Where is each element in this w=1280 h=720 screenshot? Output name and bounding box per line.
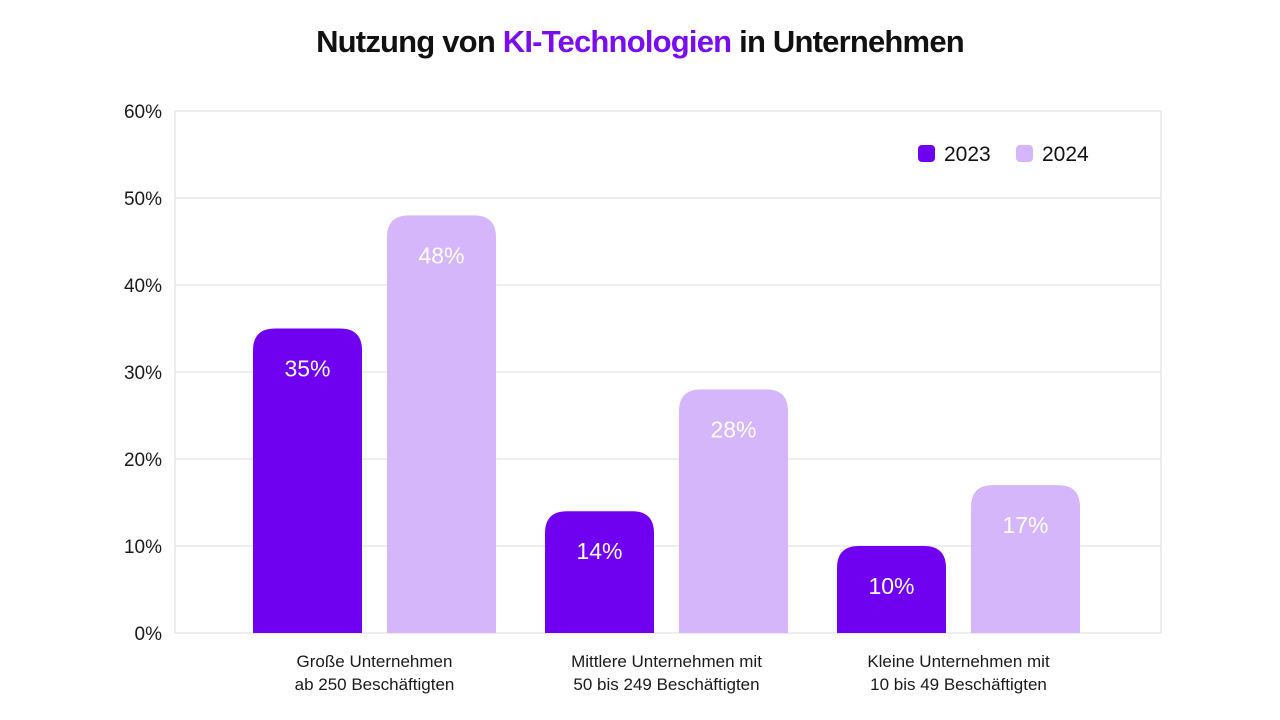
title-suffix: in Unternehmen [731, 24, 965, 59]
bar-2023-2 [837, 546, 946, 633]
legend-swatch-2024 [1016, 145, 1033, 162]
bar-2024-2 [971, 485, 1080, 633]
y-tick-label: 60% [124, 102, 162, 123]
y-tick-label: 0% [135, 624, 163, 645]
title-highlight: KI-Technologien [502, 24, 732, 59]
bar-2023-1 [545, 511, 654, 633]
bar-value-label: 14% [576, 538, 622, 564]
x-category-label: Kleine Unternehmen mit [867, 652, 1050, 671]
y-axis: 0% 10% 20% 30% 40% 50% 60% [124, 102, 162, 645]
chart-title: Nutzung von KI-Technologien in Unternehm… [0, 24, 1280, 60]
y-tick-label: 10% [124, 537, 162, 558]
legend: 2023 2024 [918, 143, 1089, 166]
bar-2024-1 [679, 389, 788, 633]
bar-value-label: 48% [418, 242, 464, 268]
title-prefix: Nutzung von [316, 24, 503, 59]
bar-value-label: 35% [284, 356, 330, 382]
x-category-label: ab 250 Beschäftigten [295, 675, 455, 694]
bar-value-label: 17% [1002, 512, 1048, 538]
bar-2023-0 [253, 328, 362, 633]
legend-label: 2023 [944, 143, 991, 166]
bars: 35% 48% 14% 28% 10% 17% [253, 215, 1080, 633]
x-category-label: Mittlere Unternehmen mit [571, 652, 762, 671]
y-tick-label: 50% [124, 189, 162, 210]
bar-value-label: 28% [710, 416, 756, 442]
y-tick-label: 20% [124, 450, 162, 471]
y-tick-label: 30% [124, 363, 162, 384]
x-category-label: Große Unternehmen [297, 652, 453, 671]
bar-value-label: 10% [868, 573, 914, 599]
bar-2024-0 [387, 215, 496, 633]
legend-swatch-2023 [918, 145, 935, 162]
x-axis: Große Unternehmen ab 250 Beschäftigten Mit… [295, 652, 1050, 694]
y-tick-label: 40% [124, 276, 162, 297]
legend-label: 2024 [1042, 143, 1089, 166]
x-category-label: 10 bis 49 Beschäftigten [870, 675, 1047, 694]
x-category-label: 50 bis 249 Beschäftigten [573, 675, 759, 694]
